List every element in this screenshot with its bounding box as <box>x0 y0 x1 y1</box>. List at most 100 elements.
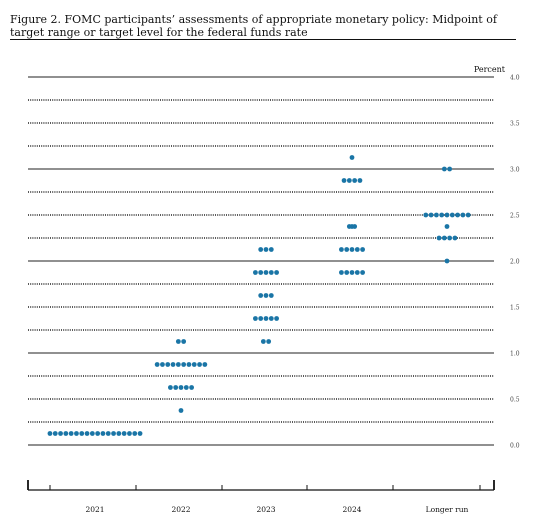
dot-marker <box>100 431 106 436</box>
dot-marker <box>253 270 258 275</box>
dot-marker <box>349 270 355 275</box>
y-axis-unit-label: Percent <box>474 65 506 74</box>
y-tick-label: 3.0 <box>510 167 520 174</box>
dot-marker <box>178 385 184 390</box>
dot-marker <box>360 270 365 275</box>
dot-marker <box>181 362 187 367</box>
dot-marker <box>127 431 132 436</box>
dot-marker <box>268 247 274 252</box>
dot-marker <box>423 212 429 218</box>
gridlines <box>28 76 494 446</box>
dot-marker <box>341 178 347 183</box>
dot-markers <box>47 155 471 436</box>
y-tick-label: 1.5 <box>510 305 520 312</box>
dot-marker <box>352 178 358 183</box>
x-tick-label: 2023 <box>256 505 275 514</box>
dot-marker <box>444 224 450 229</box>
dot-marker <box>202 362 208 367</box>
dot-marker <box>258 270 264 275</box>
dot-marker <box>47 431 53 436</box>
dot-marker <box>465 212 471 218</box>
dot-marker <box>121 431 127 436</box>
title-rule <box>10 39 516 40</box>
dot-marker <box>266 339 272 344</box>
dot-marker <box>447 235 453 241</box>
dot-marker <box>111 431 116 436</box>
dot-marker <box>268 270 274 275</box>
dot-marker <box>360 247 365 252</box>
dot-marker <box>268 316 274 321</box>
dot-marker <box>175 362 181 367</box>
dot-marker <box>52 431 58 436</box>
dot-marker <box>274 316 279 321</box>
dot-marker <box>441 166 447 172</box>
dot-marker <box>263 293 269 298</box>
y-tick-label: 1.0 <box>510 351 520 358</box>
dot-marker <box>354 270 360 275</box>
dot-marker <box>263 270 269 275</box>
dot-marker <box>79 431 85 436</box>
x-tick-label: 2024 <box>342 505 361 514</box>
dot-marker <box>170 362 176 367</box>
y-tick-label: 4.0 <box>510 75 520 82</box>
dot-marker <box>253 316 258 321</box>
dot-marker <box>191 362 197 367</box>
dot-marker <box>63 431 69 436</box>
dot-marker <box>173 385 179 390</box>
y-tick-labels: 4.0 3.5 3.0 2.5 2.0 1.5 1.0 0.5 0.0 <box>510 75 520 450</box>
dot-marker <box>258 247 264 252</box>
dot-marker <box>439 212 445 218</box>
x-axis <box>27 480 495 491</box>
dot-marker <box>116 431 122 436</box>
dot-marker <box>178 408 184 413</box>
figure-title: Figure 2. FOMC participants’ assessments… <box>10 13 497 39</box>
dot-marker <box>349 155 355 160</box>
y-tick-label: 2.5 <box>510 213 520 220</box>
dot-marker <box>455 212 460 218</box>
dot-marker <box>344 270 350 275</box>
dot-marker <box>434 212 439 218</box>
dot-marker <box>428 212 434 218</box>
dot-marker <box>460 212 466 218</box>
dot-marker <box>349 247 355 252</box>
dot-marker <box>58 431 63 436</box>
dot-marker <box>181 339 187 344</box>
dot-marker <box>344 247 350 252</box>
dot-marker <box>189 385 195 390</box>
dot-marker <box>263 247 269 252</box>
dot-marker <box>197 362 202 367</box>
dot-marker <box>346 178 352 183</box>
x-tick-label: Longer run <box>426 505 469 514</box>
dot-marker <box>274 270 279 275</box>
dot-marker <box>105 431 111 436</box>
dot-marker <box>436 235 442 241</box>
dot-marker <box>441 235 447 241</box>
dot-marker <box>449 212 455 218</box>
x-tick-label: 2021 <box>85 505 104 514</box>
dot-marker <box>339 247 344 252</box>
dot-marker <box>354 247 360 252</box>
dot-marker <box>357 178 363 183</box>
dot-marker <box>452 235 458 241</box>
dot-marker <box>447 166 453 172</box>
dot-marker <box>160 362 165 367</box>
dot-marker <box>258 293 264 298</box>
dot-marker <box>346 224 352 229</box>
dot-marker <box>175 339 181 344</box>
x-tick-label: 2022 <box>171 505 190 514</box>
dot-marker <box>186 362 192 367</box>
dot-marker <box>89 431 95 436</box>
dot-marker <box>444 212 450 218</box>
y-tick-label: 0.0 <box>510 443 520 450</box>
dot-marker <box>444 258 450 264</box>
dot-marker <box>168 385 173 390</box>
dot-marker <box>268 293 274 298</box>
dot-marker <box>154 362 160 367</box>
x-tick-labels: 2021 2022 2023 2024 Longer run <box>85 505 468 514</box>
dot-marker <box>183 385 189 390</box>
dot-marker <box>165 362 171 367</box>
y-tick-label: 3.5 <box>510 121 520 128</box>
dot-marker <box>74 431 79 436</box>
dot-marker <box>84 431 90 436</box>
